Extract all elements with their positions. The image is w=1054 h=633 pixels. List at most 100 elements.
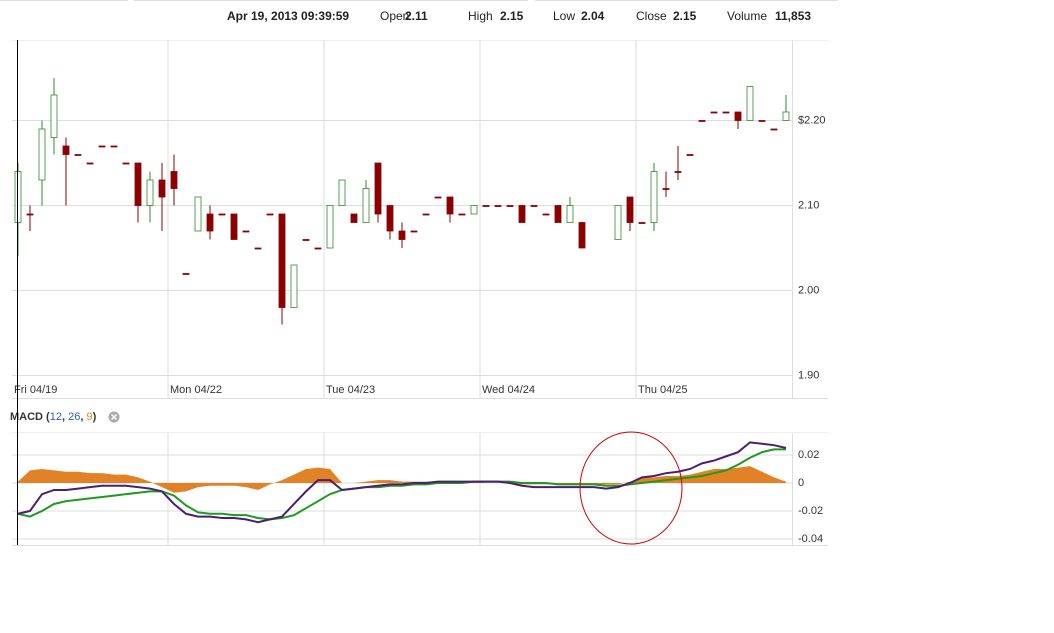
candle-body bbox=[626, 196, 634, 223]
candle-body bbox=[686, 154, 694, 156]
macd-title-part: MACD ( bbox=[10, 411, 50, 423]
candle-body bbox=[62, 145, 70, 155]
candle-body bbox=[230, 213, 238, 240]
candle-body bbox=[746, 86, 754, 121]
candle-body bbox=[50, 94, 58, 138]
x-tick-label: Fri 04/19 bbox=[14, 384, 57, 396]
y-tick-label: 2.10 bbox=[798, 199, 819, 211]
candle-body bbox=[770, 128, 778, 131]
y-tick-label: -0.02 bbox=[798, 505, 823, 517]
candle-body bbox=[350, 213, 358, 223]
candle-body bbox=[638, 222, 646, 224]
macd-title-part: 9 bbox=[86, 411, 92, 423]
candle-body bbox=[194, 196, 202, 232]
candle-body bbox=[710, 111, 718, 114]
macd-title-part: 26 bbox=[68, 411, 80, 423]
header-value: 11,853 bbox=[775, 9, 811, 23]
candle-body bbox=[386, 205, 394, 232]
candle-body bbox=[374, 162, 382, 215]
candle-body bbox=[650, 171, 658, 223]
y-tick-label: -0.04 bbox=[798, 533, 823, 545]
x-tick-label: Thu 04/25 bbox=[638, 384, 688, 396]
candle-body bbox=[278, 213, 286, 308]
y-tick-label: $2.20 bbox=[798, 114, 826, 126]
candle-body bbox=[614, 205, 622, 240]
candle-body bbox=[410, 230, 418, 233]
candle-body bbox=[266, 213, 274, 216]
header-value: 2.11 bbox=[405, 9, 428, 23]
header-value: 2.15 bbox=[500, 9, 524, 23]
candle-body bbox=[170, 171, 178, 189]
x-tick-label: Tue 04/23 bbox=[326, 384, 375, 396]
candle-body bbox=[518, 205, 526, 223]
candle-body bbox=[182, 273, 190, 275]
candle-body bbox=[122, 162, 130, 165]
candle-body bbox=[698, 120, 706, 122]
macd-title: MACD (12, 26, 9) bbox=[10, 411, 97, 423]
header-value: 2.04 bbox=[581, 9, 605, 23]
candle-body bbox=[662, 188, 670, 190]
y-tick-label: 0 bbox=[798, 477, 804, 489]
candle-body bbox=[494, 205, 502, 207]
candle-body bbox=[482, 205, 490, 207]
candle-body bbox=[578, 222, 586, 249]
macd-line bbox=[17, 441, 787, 524]
candle-body bbox=[110, 145, 118, 148]
candle-body bbox=[566, 205, 574, 223]
macd-title-part: , bbox=[62, 411, 68, 423]
candle-body bbox=[74, 154, 82, 156]
candle-body bbox=[26, 213, 34, 216]
header-label: High bbox=[468, 9, 493, 23]
candle-body bbox=[338, 179, 346, 206]
macd-title-part: ) bbox=[93, 411, 97, 423]
candle-body bbox=[302, 239, 310, 241]
plot-layer: 1.90 2.00 2.10 $2.20 Fri 04/19 Mon 04/22 Tue 0… bbox=[12, 40, 826, 545]
y-tick-label: 0.02 bbox=[798, 449, 819, 461]
candle-body bbox=[206, 213, 214, 232]
annotation-circle bbox=[579, 431, 683, 545]
y-tick-label: 1.90 bbox=[798, 369, 819, 381]
candle-body bbox=[314, 247, 322, 250]
candle-body bbox=[458, 213, 466, 216]
macd-title-part: 12 bbox=[50, 411, 62, 423]
candle-body bbox=[674, 171, 682, 173]
candle-body bbox=[38, 128, 46, 181]
close-icon-x bbox=[110, 413, 118, 421]
candle-body bbox=[362, 188, 370, 223]
candle-body bbox=[98, 145, 106, 148]
candle-body bbox=[554, 205, 562, 223]
candle-body bbox=[242, 230, 250, 233]
candle-body bbox=[86, 162, 94, 165]
header-label: Close bbox=[636, 9, 667, 23]
header-label: Volume bbox=[727, 9, 767, 23]
y-tick-label: 2.00 bbox=[798, 284, 819, 296]
candle-body bbox=[290, 264, 298, 308]
candle-body bbox=[758, 120, 766, 122]
candle-body bbox=[506, 205, 514, 207]
candle-body bbox=[782, 111, 790, 121]
x-tick-label: Mon 04/22 bbox=[170, 384, 222, 396]
candle-body bbox=[722, 111, 730, 114]
candle-body bbox=[134, 162, 142, 206]
candle-body bbox=[218, 213, 226, 216]
x-tick-label: Wed 04/24 bbox=[482, 384, 535, 396]
candle-body bbox=[398, 230, 406, 240]
signal-line bbox=[17, 448, 786, 521]
candle-body bbox=[434, 196, 442, 199]
header-label: Open bbox=[380, 9, 409, 23]
candle-body bbox=[734, 111, 742, 121]
candle-body bbox=[146, 179, 154, 206]
candle-body bbox=[470, 205, 478, 215]
header-label: Low bbox=[553, 9, 575, 23]
macd-title-part: , bbox=[80, 411, 86, 423]
candle-body bbox=[254, 247, 262, 250]
candle-body bbox=[446, 196, 454, 215]
candle-body bbox=[530, 205, 538, 207]
candle-body bbox=[326, 205, 334, 249]
header-datetime: Apr 19, 2013 09:39:59 bbox=[227, 9, 349, 23]
candle-body bbox=[542, 213, 550, 216]
candle-body bbox=[158, 179, 166, 198]
